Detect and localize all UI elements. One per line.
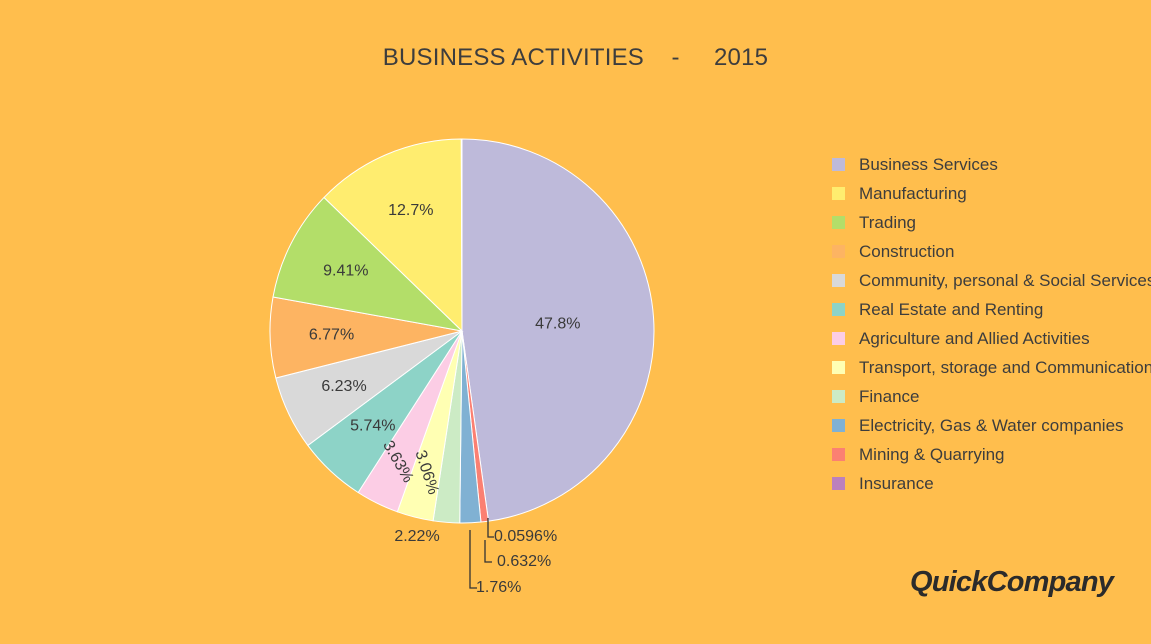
legend-label: Community, personal & Social Services — [859, 270, 1151, 290]
legend-label: Business Services — [859, 154, 998, 174]
legend-swatch — [832, 303, 845, 316]
legend-swatch — [832, 390, 845, 403]
pie-slice-manufacturing[interactable] — [323, 138, 463, 333]
slice-value-label: 6.77% — [309, 327, 354, 344]
slice-value-label: 5.74% — [350, 418, 395, 435]
legend-item-mining-quarrying[interactable]: Mining & Quarrying — [832, 440, 1151, 469]
pie-slice-insurance[interactable] — [460, 138, 463, 332]
legend-label: Agriculture and Allied Activities — [859, 328, 1090, 348]
legend-swatch — [832, 216, 845, 229]
legend-label: Finance — [859, 386, 920, 406]
legend-swatch — [832, 245, 845, 258]
legend-label: Transport, storage and Communications — [859, 357, 1151, 377]
legend-label: Mining & Quarrying — [859, 444, 1005, 464]
chart-legend: Business Services Manufacturing Trading Con… — [832, 150, 1151, 498]
legend-item-insurance[interactable]: Insurance — [832, 469, 1151, 498]
legend-label: Construction — [859, 241, 955, 261]
legend-item-trading[interactable]: Trading — [832, 208, 1151, 237]
legend-item-finance[interactable]: Finance — [832, 382, 1151, 411]
pie-slice-business-services[interactable] — [461, 138, 655, 522]
leader-line — [469, 530, 477, 589]
slice-value-label: 2.22% — [394, 528, 439, 545]
slice-value-label: 6.23% — [321, 378, 366, 395]
legend-item-business-services[interactable]: Business Services — [832, 150, 1151, 179]
legend-swatch — [832, 477, 845, 490]
slice-value-label: 0.0596% — [494, 528, 557, 545]
brand-logo: QuickCompany — [910, 566, 1114, 598]
legend-label: Insurance — [859, 473, 934, 493]
slice-value-label: 0.632% — [497, 553, 551, 570]
legend-item-electricity-gas-water-companies[interactable]: Electricity, Gas & Water companies — [832, 411, 1151, 440]
leader-line — [487, 518, 494, 538]
legend-item-agriculture-and-allied-activities[interactable]: Agriculture and Allied Activities — [832, 324, 1151, 353]
legend-swatch — [832, 332, 845, 345]
legend-label: Trading — [859, 212, 917, 232]
legend-swatch — [832, 448, 845, 461]
legend-label: Electricity, Gas & Water companies — [859, 415, 1124, 435]
legend-swatch — [832, 274, 845, 287]
legend-label: Real Estate and Renting — [859, 299, 1044, 319]
legend-item-real-estate-and-renting[interactable]: Real Estate and Renting — [832, 295, 1151, 324]
legend-item-transport-storage-and-communications[interactable]: Transport, storage and Communications — [832, 353, 1151, 382]
legend-item-community-personal-social-services[interactable]: Community, personal & Social Services — [832, 266, 1151, 295]
legend-label: Manufacturing — [859, 183, 967, 203]
pie-slice-trading[interactable] — [272, 196, 464, 332]
chart-title: BUSINESS ACTIVITIES - 2015 — [382, 44, 769, 71]
slice-value-label: 12.7% — [388, 202, 433, 219]
slice-value-label: 1.76% — [476, 579, 521, 596]
legend-swatch — [832, 187, 845, 200]
slice-value-label: 9.41% — [323, 263, 368, 280]
legend-swatch — [832, 361, 845, 374]
legend-item-manufacturing[interactable]: Manufacturing — [832, 179, 1151, 208]
legend-swatch — [832, 158, 845, 171]
slice-value-label: 47.8% — [535, 316, 580, 333]
legend-swatch — [832, 419, 845, 432]
leader-line — [484, 540, 492, 563]
legend-item-construction[interactable]: Construction — [832, 237, 1151, 266]
